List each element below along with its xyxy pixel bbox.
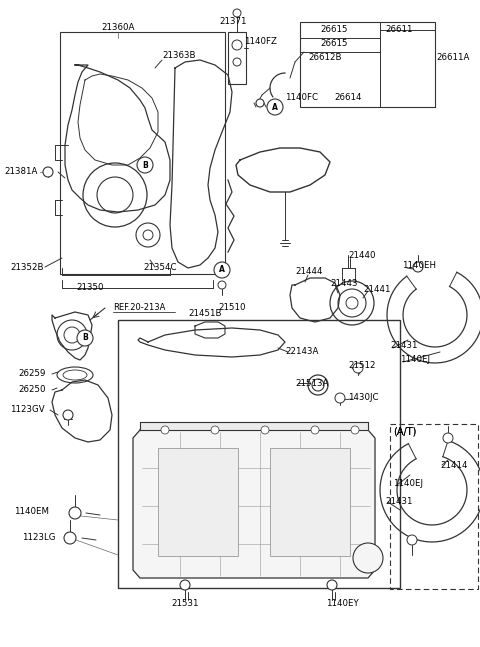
- Circle shape: [77, 330, 93, 346]
- Circle shape: [353, 363, 363, 373]
- Text: 21431: 21431: [385, 498, 412, 507]
- Text: 21360A: 21360A: [101, 23, 135, 32]
- Circle shape: [43, 167, 53, 177]
- Text: 1123GV: 1123GV: [10, 404, 45, 413]
- Circle shape: [218, 281, 226, 289]
- Text: B: B: [82, 333, 88, 342]
- Text: 21512: 21512: [348, 362, 375, 371]
- Text: 22143A: 22143A: [285, 347, 318, 355]
- Circle shape: [232, 40, 242, 50]
- Text: 26259: 26259: [18, 369, 46, 378]
- Circle shape: [137, 157, 153, 173]
- Text: 21440: 21440: [348, 250, 375, 259]
- Text: (A/T): (A/T): [393, 426, 416, 436]
- Text: 21444: 21444: [295, 267, 323, 276]
- Circle shape: [311, 426, 319, 434]
- Text: 21513A: 21513A: [295, 378, 328, 388]
- Text: 21352B: 21352B: [10, 263, 44, 272]
- Circle shape: [351, 426, 359, 434]
- Text: B: B: [142, 160, 148, 170]
- Bar: [118, 320, 400, 588]
- Text: 26614: 26614: [334, 93, 361, 102]
- Bar: [158, 448, 238, 556]
- Circle shape: [267, 99, 283, 115]
- Text: 21431: 21431: [390, 340, 418, 349]
- Text: 26250: 26250: [18, 386, 46, 395]
- Circle shape: [353, 543, 383, 573]
- Text: 21414: 21414: [440, 461, 468, 470]
- Text: 1140EM: 1140EM: [14, 507, 49, 516]
- Circle shape: [161, 426, 169, 434]
- Text: 1430JC: 1430JC: [348, 393, 379, 402]
- Circle shape: [64, 532, 76, 544]
- Text: 21451B: 21451B: [188, 309, 221, 318]
- Text: 26612B: 26612B: [308, 54, 341, 63]
- Circle shape: [413, 262, 423, 272]
- Circle shape: [443, 433, 453, 443]
- Bar: [228, 32, 246, 84]
- Circle shape: [233, 9, 241, 17]
- Text: 21531: 21531: [171, 600, 199, 608]
- Text: 21441: 21441: [363, 285, 391, 294]
- Circle shape: [233, 58, 241, 66]
- Text: 1140EJ: 1140EJ: [393, 479, 423, 488]
- Circle shape: [261, 426, 269, 434]
- Text: 21371: 21371: [219, 17, 247, 27]
- Text: 26611A: 26611A: [436, 54, 469, 63]
- Circle shape: [211, 426, 219, 434]
- Text: 1140FC: 1140FC: [285, 93, 318, 102]
- Bar: [60, 32, 225, 274]
- Ellipse shape: [57, 367, 93, 383]
- Text: 21354C: 21354C: [143, 263, 177, 272]
- Text: 21381A: 21381A: [4, 168, 37, 177]
- Text: A: A: [272, 102, 278, 111]
- Polygon shape: [140, 422, 368, 430]
- Text: 21350: 21350: [76, 283, 104, 292]
- Circle shape: [335, 393, 345, 403]
- Text: 21363B: 21363B: [162, 50, 195, 60]
- Bar: [300, 22, 435, 107]
- Text: 26615: 26615: [320, 25, 348, 34]
- Text: 1140EJ: 1140EJ: [400, 355, 430, 364]
- Text: (A/T): (A/T): [393, 426, 416, 436]
- Text: 26615: 26615: [320, 39, 348, 47]
- Circle shape: [327, 580, 337, 590]
- Circle shape: [63, 410, 73, 420]
- Polygon shape: [133, 430, 375, 578]
- Circle shape: [346, 297, 358, 309]
- Bar: [390, 424, 478, 589]
- Text: 1140FZ: 1140FZ: [244, 38, 277, 47]
- Text: 1140EH: 1140EH: [402, 261, 436, 270]
- Circle shape: [180, 580, 190, 590]
- Circle shape: [256, 99, 264, 107]
- Bar: [270, 448, 350, 556]
- Text: 1140EY: 1140EY: [326, 600, 359, 608]
- Text: 1123LG: 1123LG: [22, 534, 56, 542]
- Circle shape: [214, 262, 230, 278]
- Circle shape: [407, 535, 417, 545]
- Text: 21510: 21510: [218, 303, 246, 313]
- Text: 26611: 26611: [385, 25, 412, 34]
- Text: A: A: [219, 265, 225, 274]
- Circle shape: [69, 507, 81, 519]
- Text: 21443: 21443: [330, 278, 358, 287]
- Text: REF.20-213A: REF.20-213A: [113, 303, 166, 313]
